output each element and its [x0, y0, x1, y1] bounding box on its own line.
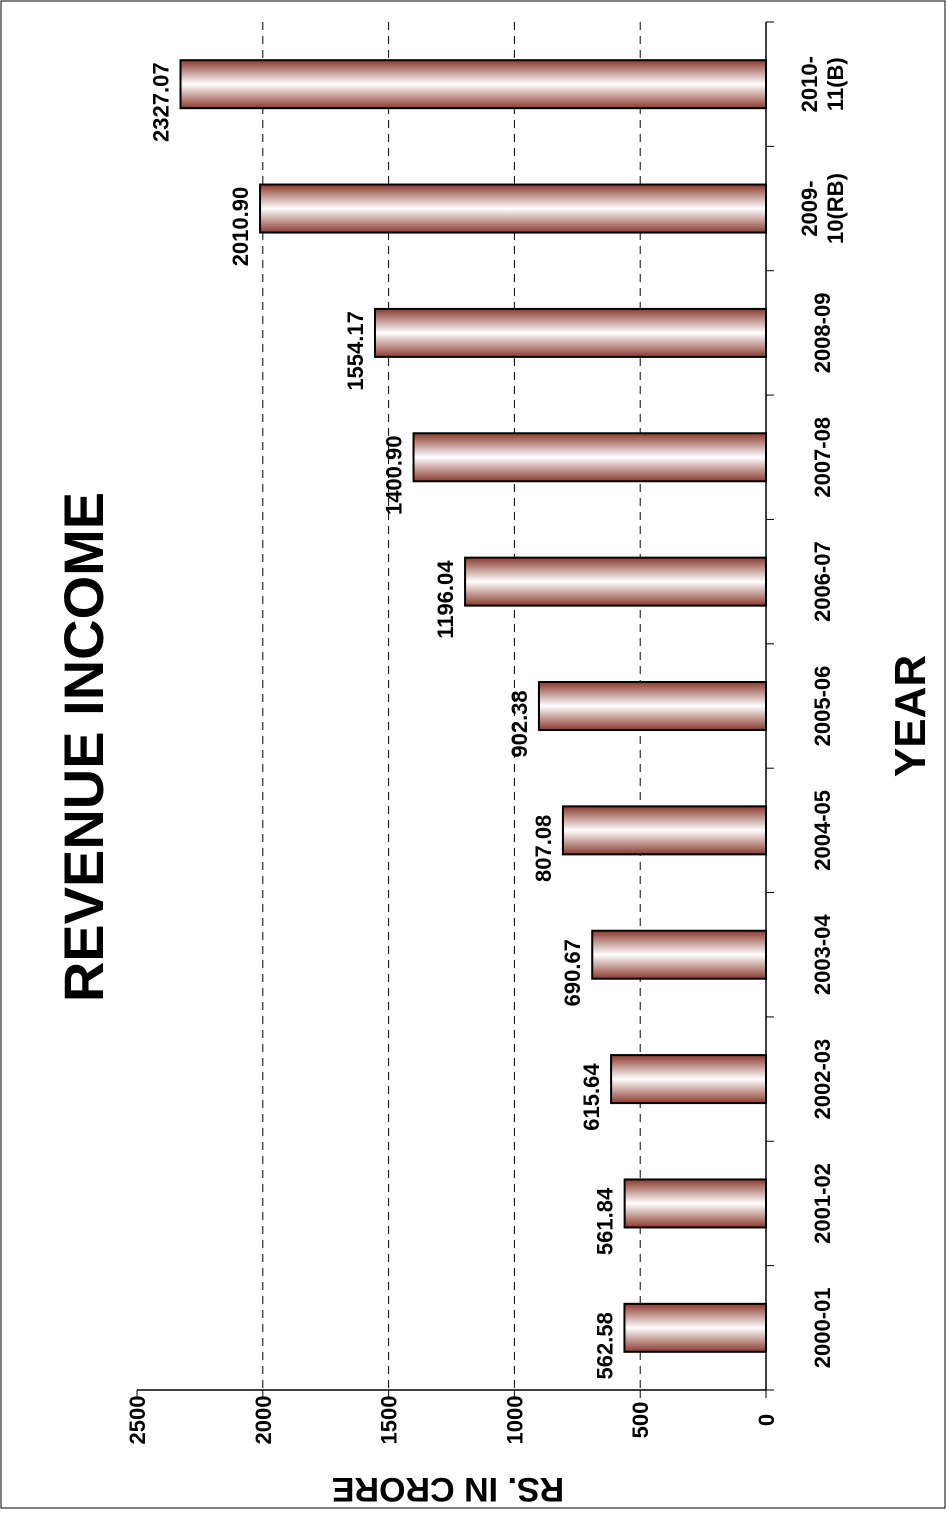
value-label: 690.67: [560, 939, 585, 1006]
value-label: 2010.90: [228, 187, 253, 267]
category-tick-label: 11(B): [823, 57, 848, 111]
category-tick-label: 2004-05: [810, 790, 835, 871]
value-tick-label: 1500: [377, 1396, 402, 1445]
bar: [591, 929, 767, 980]
value-tick-label: 2000: [251, 1396, 276, 1445]
x-axis-label: YEAR: [886, 655, 935, 777]
category-tick-label: 2003-04: [810, 914, 835, 996]
category-tick-label: 2006-07: [810, 541, 835, 622]
category-tick-label: 10(RB): [823, 173, 848, 244]
y-axis-label: RS. IN CRORE: [332, 1470, 564, 1508]
category-axis-ticks: 2000-01 2001-02 2002-03 2003-04 2004-05 2005-…: [766, 21, 848, 1391]
category-tick-label: 2010-: [797, 56, 822, 112]
value-label: 615.64: [579, 1063, 604, 1131]
category-tick-label: 2009-: [797, 180, 822, 236]
value-tick-label: 2500: [125, 1396, 150, 1445]
category-tick-label: 2001-02: [810, 1163, 835, 1244]
bar: [259, 183, 767, 234]
value-label: 1554.17: [343, 311, 368, 391]
category-tick-label: 2000-01: [810, 1287, 835, 1368]
bar: [561, 805, 767, 856]
value-tick-label: 1000: [502, 1396, 527, 1445]
gridlines: [262, 22, 641, 1390]
value-label: 1196.04: [433, 560, 458, 639]
category-tick-label: 2008-09: [810, 293, 835, 374]
value-label: 561.84: [593, 1187, 618, 1255]
chart-title: REVENUE INCOME: [52, 492, 115, 1002]
bar: [537, 681, 767, 731]
value-labels: 562.58 561.84 615.64 690.67 807.08 902.38 1196…: [149, 62, 618, 1379]
value-label: 1400.90: [382, 436, 407, 516]
value-label: 2327.07: [149, 62, 174, 142]
category-tick-label: 2005-06: [810, 666, 835, 747]
bar: [623, 1178, 767, 1229]
bar: [623, 1302, 768, 1353]
bar: [412, 432, 767, 483]
category-tick-label: 2007-08: [810, 417, 835, 498]
bar-series: [179, 59, 768, 1353]
bar: [373, 307, 767, 358]
value-label: 562.58: [592, 1312, 617, 1379]
value-label: 807.08: [531, 815, 556, 882]
category-tick-label: 2002-03: [810, 1039, 835, 1120]
value-axis-ticks: 0 500 1000 1500 2000 2500: [125, 1390, 779, 1444]
bar: [610, 1054, 767, 1105]
value-label: 902.38: [507, 690, 532, 757]
value-tick-label: 0: [754, 1414, 779, 1426]
bar: [179, 59, 767, 110]
value-tick-label: 500: [628, 1402, 653, 1439]
bar: [464, 556, 767, 607]
axes: [137, 22, 767, 1391]
